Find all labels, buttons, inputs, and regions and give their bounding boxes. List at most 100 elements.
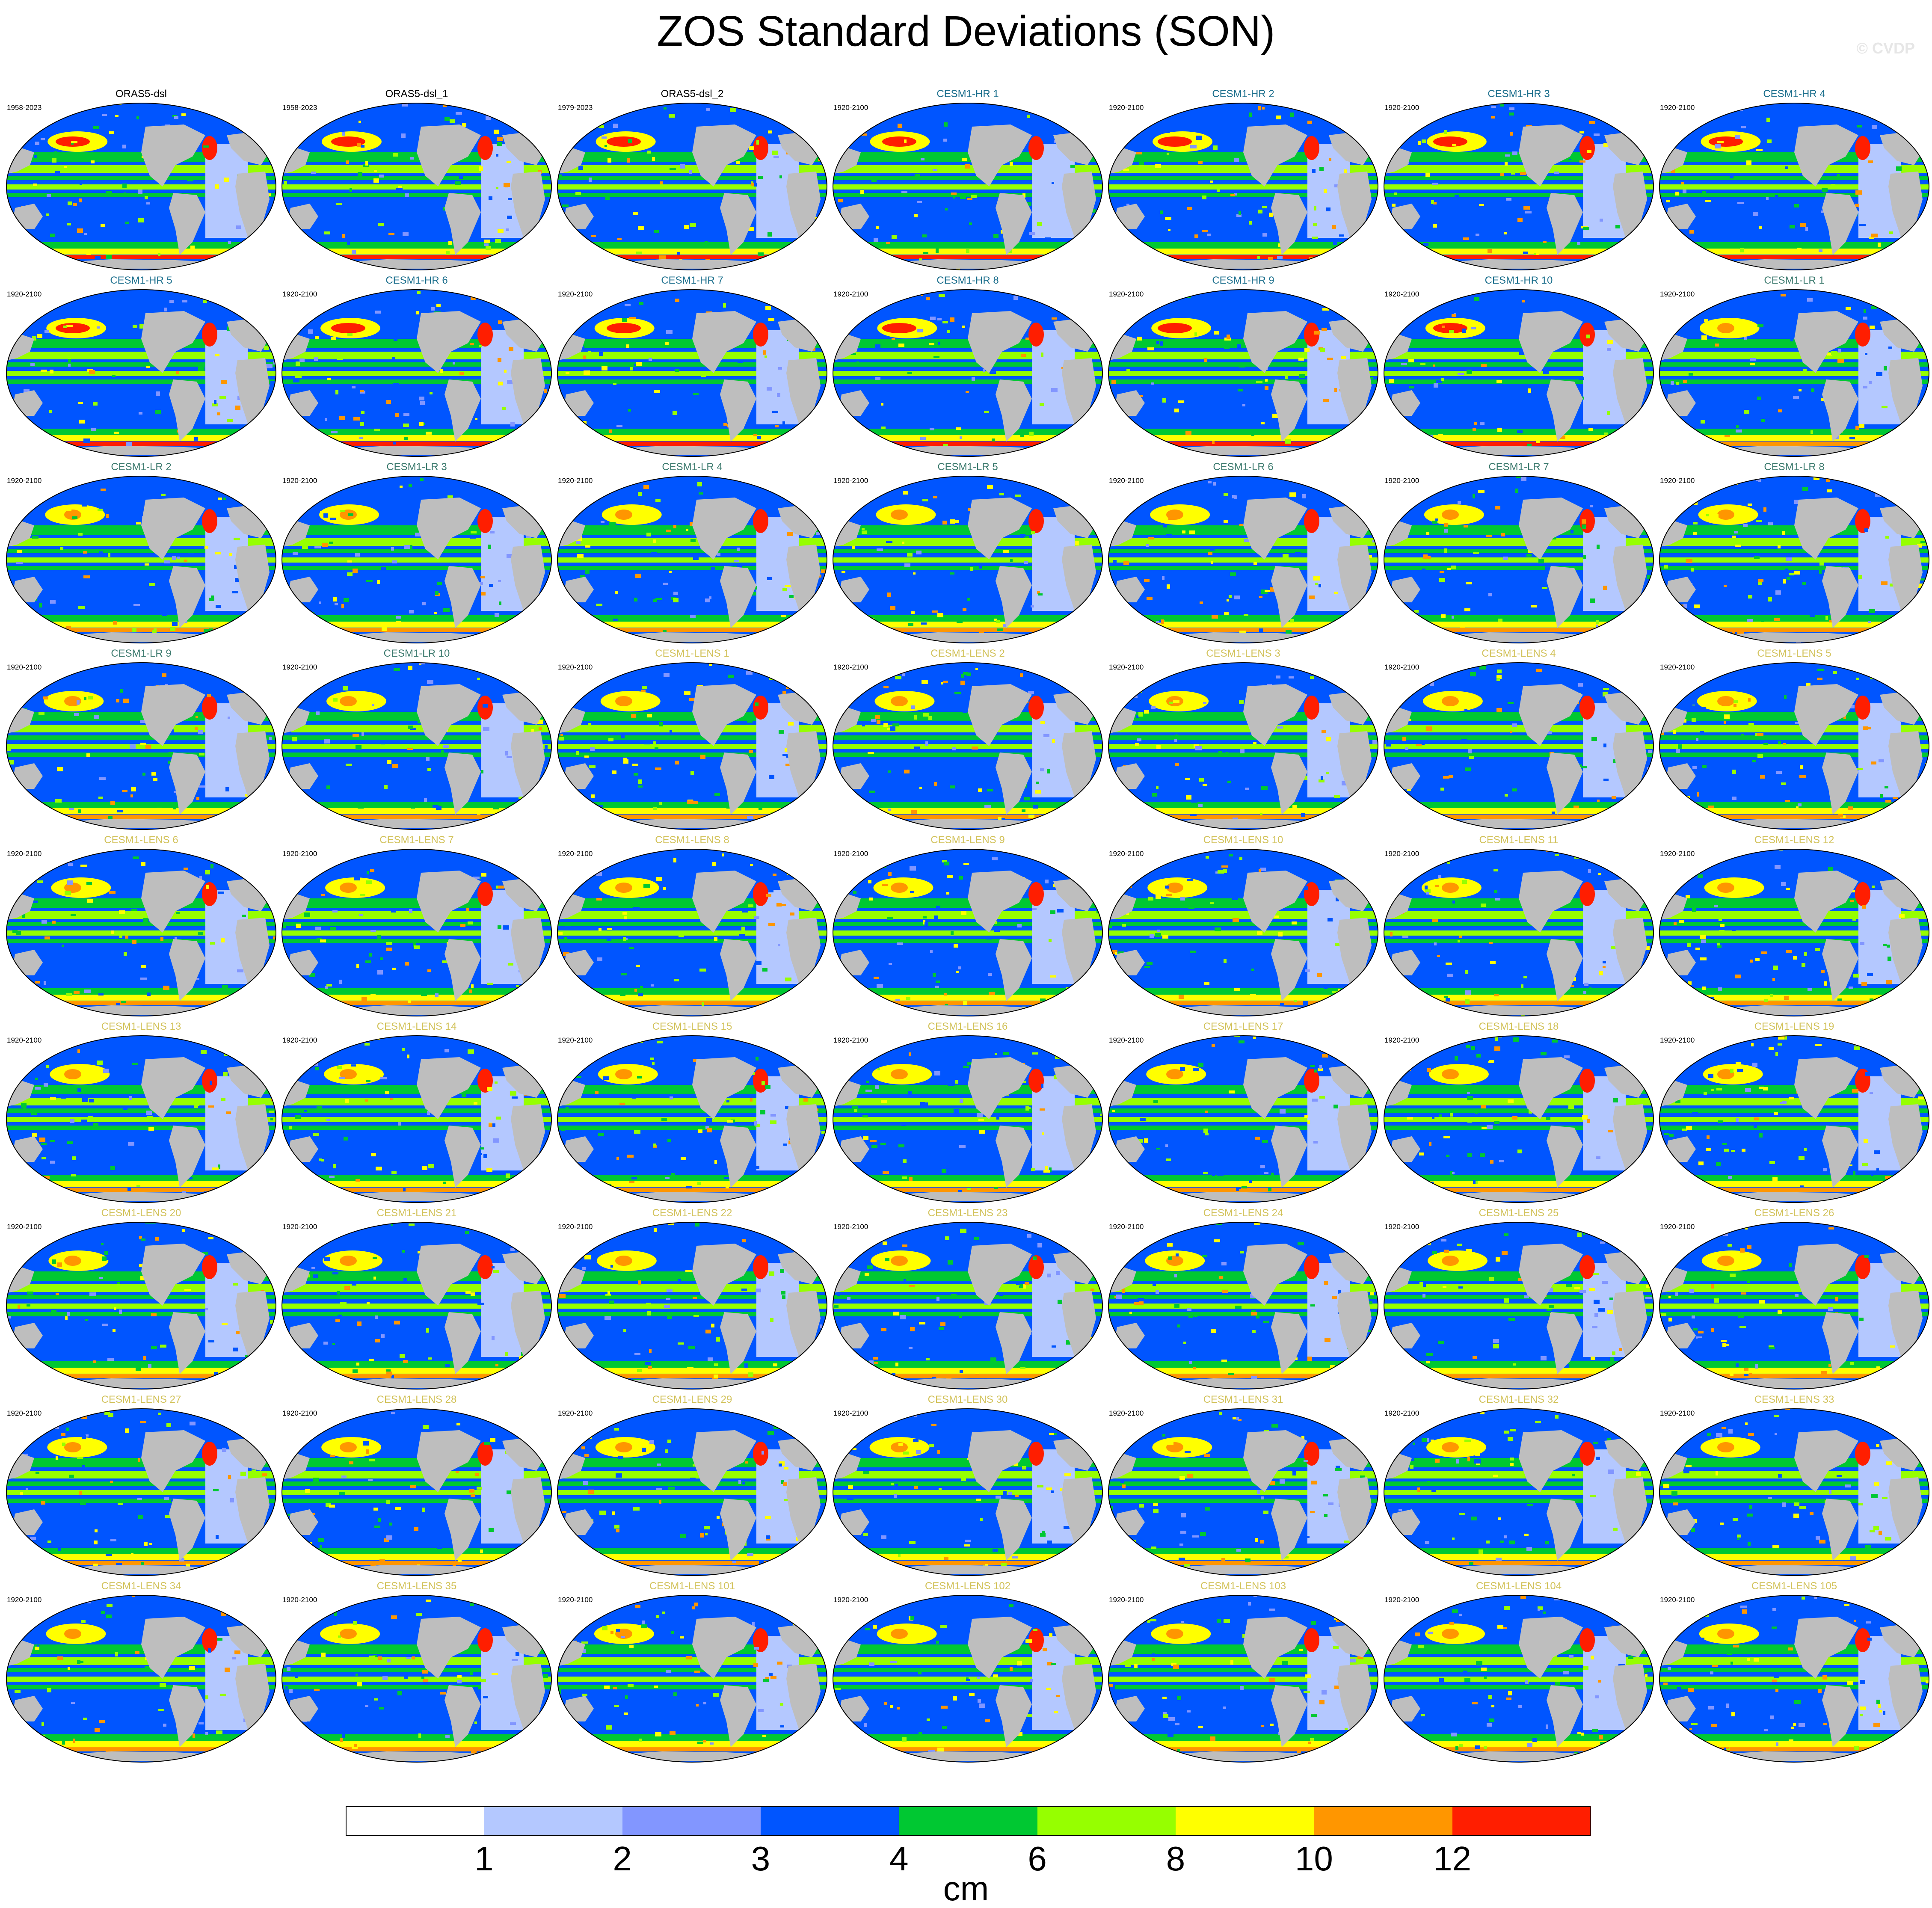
colorbar-box (622, 1806, 761, 1836)
panel-title: CESM1-LENS 23 (831, 1207, 1105, 1219)
map-field (555, 661, 829, 832)
map-field (555, 1220, 829, 1391)
panel-title: CESM1-LENS 27 (4, 1394, 278, 1406)
map-field (1382, 1034, 1656, 1205)
colorbar-box (761, 1806, 899, 1836)
map-field (1657, 661, 1931, 832)
map-field (4, 661, 278, 832)
map-field (1382, 1593, 1656, 1764)
panel-title: CESM1-LR 7 (1382, 461, 1656, 473)
map-field (1382, 101, 1656, 272)
map-field (1657, 287, 1931, 459)
map-field (1382, 661, 1656, 832)
map-field (1657, 1593, 1931, 1764)
colorbar-box (1314, 1806, 1452, 1836)
map-field (831, 474, 1105, 645)
map-field (1657, 847, 1931, 1018)
map-field (1106, 1407, 1380, 1578)
panel-title: CESM1-LENS 30 (831, 1394, 1105, 1406)
panel-title: CESM1-LENS 16 (831, 1021, 1105, 1033)
map-field (4, 474, 278, 645)
panel-title: CESM1-LENS 26 (1657, 1207, 1931, 1219)
map-field (555, 101, 829, 272)
map-field (831, 287, 1105, 459)
panel-title: CESM1-LR 1 (1657, 275, 1931, 287)
panel-title: CESM1-LENS 28 (280, 1394, 554, 1406)
map-field (831, 101, 1105, 272)
map-field (1106, 101, 1380, 272)
panel-title: CESM1-LR 8 (1657, 461, 1931, 473)
panel-title: CESM1-LENS 20 (4, 1207, 278, 1219)
map-field (280, 1593, 554, 1764)
panel-title: CESM1-HR 4 (1657, 88, 1931, 100)
map-field (1382, 1407, 1656, 1578)
panel-title: CESM1-LENS 17 (1106, 1021, 1380, 1033)
map-field (1382, 474, 1656, 645)
map-field (280, 661, 554, 832)
map-field (831, 661, 1105, 832)
map-field (1382, 847, 1656, 1018)
map-field (4, 1034, 278, 1205)
panel-title: CESM1-HR 2 (1106, 88, 1380, 100)
panel-title: CESM1-LENS 102 (831, 1580, 1105, 1592)
map-field (1657, 101, 1931, 272)
panel-title: CESM1-LR 6 (1106, 461, 1380, 473)
panel-title: CESM1-LENS 13 (4, 1021, 278, 1033)
panel-title: ORAS5-dsl (4, 88, 278, 100)
map-field (831, 1034, 1105, 1205)
colorbar-box (1037, 1806, 1176, 1836)
map-field (280, 287, 554, 459)
map-field (831, 1407, 1105, 1578)
map-field (555, 1034, 829, 1205)
panel-title: CESM1-LENS 104 (1382, 1580, 1656, 1592)
map-field (280, 1407, 554, 1578)
panel-title: CESM1-LENS 19 (1657, 1021, 1931, 1033)
map-field (555, 847, 829, 1018)
figure-title: ZOS Standard Deviations (SON) (0, 8, 1932, 55)
panel-title: CESM1-LR 3 (280, 461, 554, 473)
map-field (1382, 1220, 1656, 1391)
map-field (1106, 661, 1380, 832)
map-field (1106, 847, 1380, 1018)
panel-title: CESM1-LENS 21 (280, 1207, 554, 1219)
map-field (280, 101, 554, 272)
panel-title: CESM1-LENS 14 (280, 1021, 554, 1033)
panel-title: CESM1-LR 2 (4, 461, 278, 473)
